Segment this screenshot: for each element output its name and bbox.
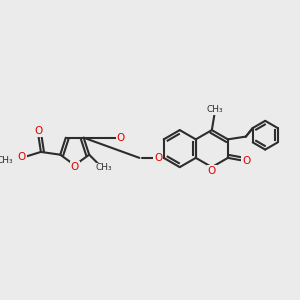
- Text: O: O: [34, 126, 42, 136]
- Text: O: O: [17, 152, 26, 163]
- Text: CH₃: CH₃: [0, 156, 13, 165]
- Text: O: O: [242, 156, 250, 166]
- Text: O: O: [208, 166, 216, 176]
- Text: CH₃: CH₃: [95, 164, 112, 172]
- Text: O: O: [117, 133, 125, 143]
- Text: O: O: [154, 153, 162, 163]
- Text: CH₃: CH₃: [206, 105, 223, 114]
- Text: O: O: [70, 162, 79, 172]
